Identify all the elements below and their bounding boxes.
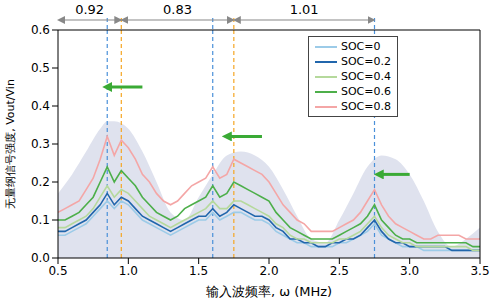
svg-text:2.0: 2.0 xyxy=(259,264,278,278)
svg-text:0.83: 0.83 xyxy=(163,2,192,17)
html-text:SOC=0.4: SOC=0.4 xyxy=(341,70,391,83)
svg-text:0.6: 0.6 xyxy=(31,23,50,37)
svg-text:1.01: 1.01 xyxy=(290,2,319,17)
svg-text:0.3: 0.3 xyxy=(31,137,50,151)
svg-text:0.5: 0.5 xyxy=(48,264,67,278)
svg-text:3.5: 3.5 xyxy=(470,264,489,278)
svg-text:0.2: 0.2 xyxy=(31,175,50,189)
html-text:SOC=0.2: SOC=0.2 xyxy=(341,55,391,68)
svg-text:3.0: 3.0 xyxy=(400,264,419,278)
html-text:SOC=0.6: SOC=0.6 xyxy=(341,85,391,98)
html-text:SOC=0.8: SOC=0.8 xyxy=(341,100,391,113)
svg-text:0.0: 0.0 xyxy=(31,251,50,265)
svg-text:2.5: 2.5 xyxy=(330,264,349,278)
svg-text:0.4: 0.4 xyxy=(31,99,50,113)
svg-text:1.5: 1.5 xyxy=(189,264,208,278)
html-text:SOC=0: SOC=0 xyxy=(341,40,381,53)
svg-text:无量纲信号强度, Vout/Vin: 无量纲信号强度, Vout/Vin xyxy=(8,79,17,209)
svg-text:0.1: 0.1 xyxy=(31,213,50,227)
svg-text:0.92: 0.92 xyxy=(75,2,104,17)
svg-text:输入波频率, ω (MHz): 输入波频率, ω (MHz) xyxy=(206,284,332,299)
svg-text:1.0: 1.0 xyxy=(119,264,138,278)
svg-text:0.5: 0.5 xyxy=(31,61,50,75)
